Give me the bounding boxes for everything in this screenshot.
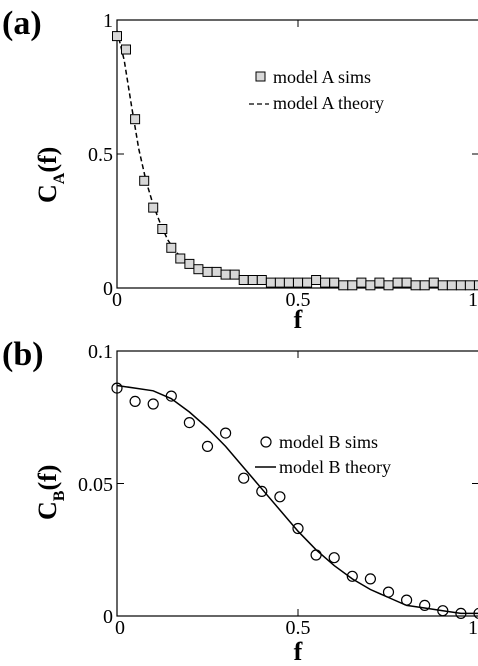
panel-a-data-point — [121, 44, 131, 55]
panel-a-data-point — [347, 280, 358, 291]
panel-a-data-point — [256, 275, 267, 285]
panel-b-data-point — [220, 427, 232, 439]
panel-a-xtick-label: 0 — [112, 289, 122, 311]
panel-b-data-point — [455, 607, 467, 620]
panel-b-ytick-label: 0.1 — [88, 341, 113, 363]
panel-b-data-point — [401, 594, 413, 606]
panel-b-data-point — [419, 599, 431, 612]
legend-square-marker — [255, 71, 266, 82]
panel-a-data-point — [265, 277, 276, 288]
panel-b-data-point — [165, 390, 177, 402]
panel-a-data-point — [247, 275, 258, 285]
panel-b-sims-series — [111, 382, 478, 620]
panel-b-legend: model B sims model B theory — [255, 432, 391, 477]
panel-b-data-point — [238, 472, 250, 484]
panel-b-data-point — [364, 573, 376, 585]
panel-b-data-point — [201, 440, 214, 452]
panel-b-data-point — [473, 607, 478, 619]
panel-a-data-point — [383, 280, 394, 291]
panel-a-data-point — [139, 175, 150, 186]
panel-b-data-point — [274, 491, 286, 503]
panel-b-label: (b) — [2, 336, 44, 373]
panel-a-yaxis-label: CA(f) — [33, 147, 68, 203]
panel-b-theory-line — [116, 384, 478, 615]
panel-b-ytick-label: 0.05 — [78, 474, 113, 496]
panel-a-data-point — [410, 280, 421, 291]
panel-b-data-point — [328, 552, 340, 564]
panel-b-data-point — [256, 485, 268, 497]
panel-b-data-point — [382, 586, 395, 598]
panel-a-data-point — [446, 280, 457, 291]
panel-a-ytick-label: 0 — [103, 278, 113, 300]
panel-a-data-point — [464, 280, 475, 291]
panel-a-data-point — [157, 224, 168, 234]
panel-a-data-point — [220, 269, 231, 280]
panel-a-label: (a) — [2, 5, 42, 42]
panel-a-data-point — [329, 277, 340, 288]
panel-a-data-point — [175, 253, 186, 264]
legend-a-sims-label: model A sims — [273, 67, 371, 87]
panel-a-data-point — [356, 277, 367, 288]
panel-a-xtick-label: 0.5 — [286, 289, 311, 311]
legend-b-theory-label: model B theory — [279, 457, 391, 477]
panel-b-data-point — [129, 395, 141, 407]
panel-a-data-point — [302, 277, 313, 288]
panel-a-data-point — [283, 277, 294, 288]
panel-a-data-point — [401, 277, 412, 288]
panel-b-xtick-label: 1 — [468, 617, 478, 639]
panel-a-data-point — [365, 280, 376, 291]
panel-b: (b) 0.1 0.05 0 0 0.5 1 f CB(f) model B s… — [2, 336, 478, 666]
panel-b-ticks — [116, 350, 478, 617]
panel-b-yaxis-label: CB(f) — [33, 465, 68, 520]
panel-b-xtick-label: 0 — [115, 617, 125, 639]
panel-b-data-point — [111, 382, 123, 394]
panel-a-data-point — [274, 277, 285, 288]
panel-a-data-point — [293, 277, 303, 288]
panel-a-xtick-label: 1 — [468, 289, 478, 311]
panel-a-tick-labels: 1 0.5 0 0 0.5 1 — [88, 10, 478, 311]
panel-b-theory-series — [116, 384, 478, 615]
panel-a-data-point — [311, 275, 322, 285]
panel-a-data-point — [428, 277, 439, 288]
panel-b-data-point — [292, 522, 304, 535]
panel-a-data-point — [474, 280, 478, 291]
panel-a-data-point — [419, 280, 430, 291]
panel-a-data-point — [202, 266, 213, 277]
panel-a-data-point — [455, 280, 466, 291]
panel-a-sims-series — [112, 31, 478, 291]
panel-a-data-point — [130, 114, 141, 125]
panel-a-data-point — [229, 269, 240, 280]
panel-b-xtick-label: 0.5 — [286, 617, 311, 639]
panel-a-data-point — [238, 275, 249, 285]
panel-b-data-point — [310, 549, 322, 561]
panel-a-data-point — [148, 202, 159, 213]
panel-a: (a) 1 0.5 0 0 0.5 1 f CA(f) model A sims… — [2, 5, 478, 334]
legend-b-sims-label: model B sims — [279, 432, 378, 452]
panel-a-data-point — [320, 277, 331, 288]
panel-a-data-point — [437, 280, 448, 291]
panel-b-data-point — [437, 605, 449, 617]
panel-a-ytick-label: 0.5 — [88, 144, 113, 166]
panel-a-data-point — [338, 280, 349, 291]
panel-a-xaxis-label: f — [294, 305, 303, 334]
panel-a-data-point — [112, 31, 122, 42]
panel-a-data-point — [374, 277, 385, 288]
panel-b-ytick-label: 0 — [103, 606, 113, 628]
panel-a-legend: model A sims model A theory — [249, 67, 384, 113]
panel-a-data-point — [211, 266, 222, 277]
panel-a-data-point — [166, 242, 177, 253]
legend-a-theory-label: model A theory — [273, 93, 384, 113]
panel-b-data-point — [183, 417, 195, 429]
panel-a-data-point — [193, 264, 204, 275]
panel-a-ytick-label: 1 — [103, 10, 113, 32]
panel-b-data-point — [346, 570, 358, 582]
panel-a-data-point — [184, 258, 195, 269]
panel-a-data-point — [392, 277, 403, 288]
legend-circle-marker — [260, 436, 272, 448]
panel-b-xaxis-label: f — [294, 637, 303, 666]
panel-b-tick-labels: 0.1 0.05 0 0 0.5 1 — [78, 341, 478, 639]
panel-b-data-point — [147, 398, 159, 410]
